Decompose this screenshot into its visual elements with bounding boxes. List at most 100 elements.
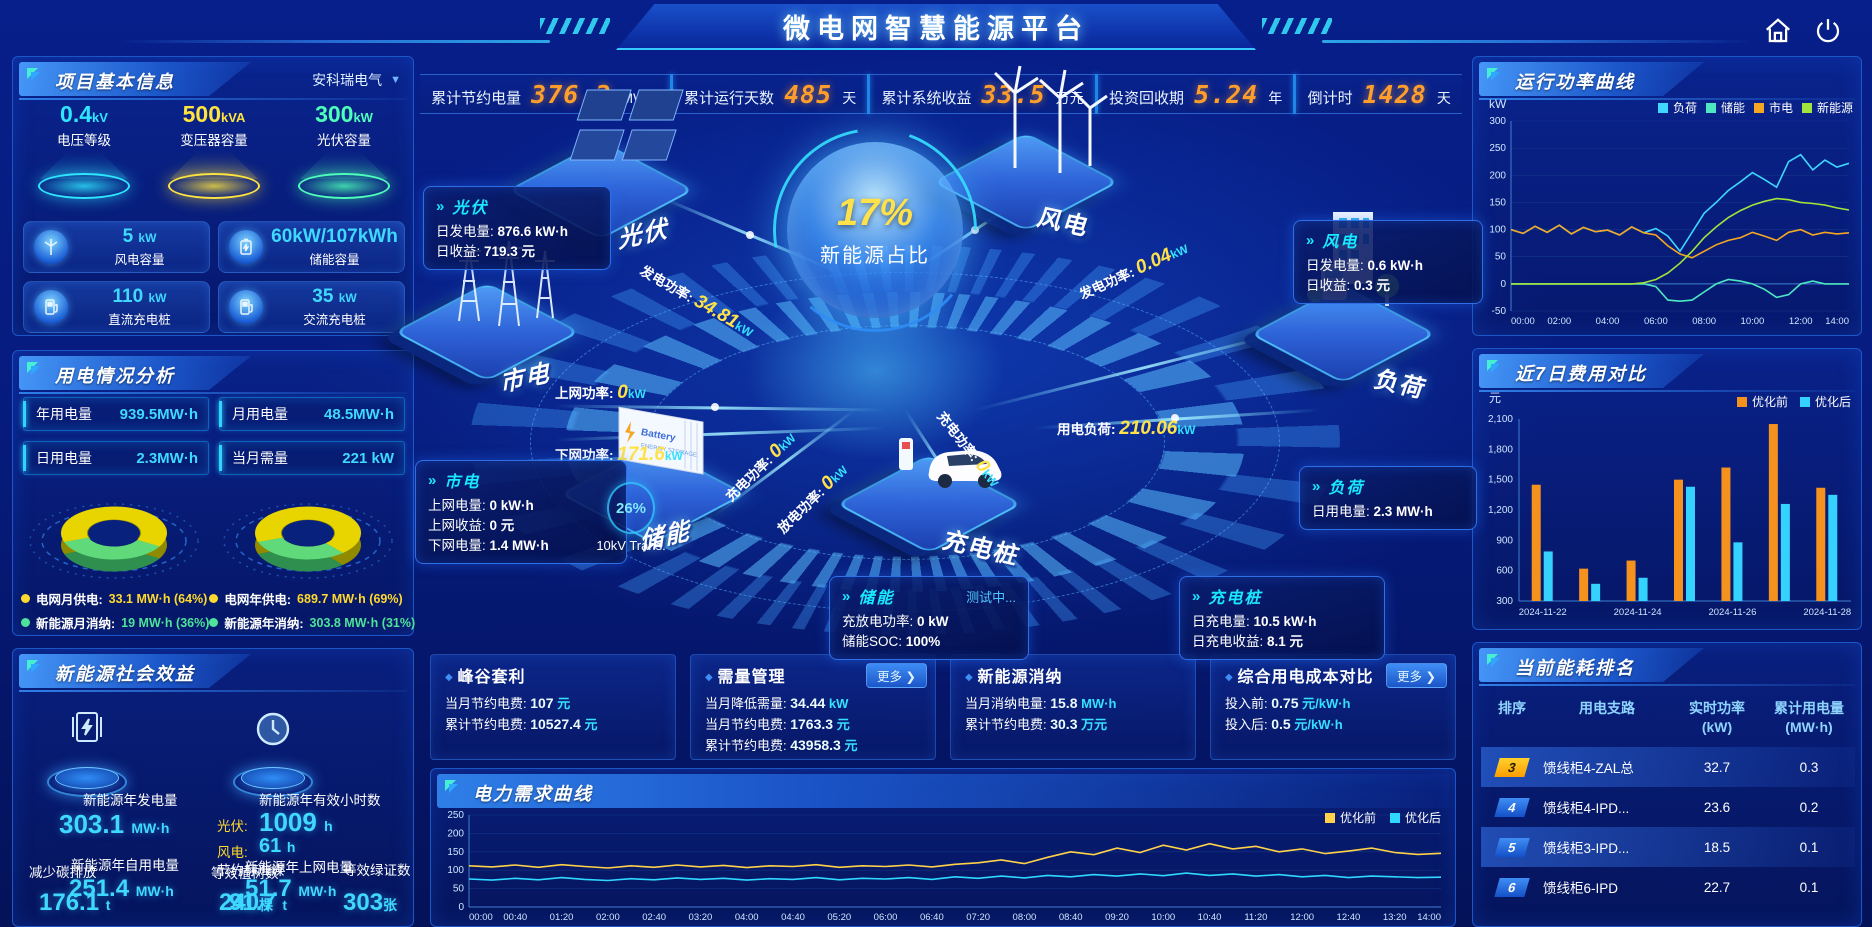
metric-row-item: 当月节约电费: 1763.3 元 bbox=[705, 716, 850, 732]
usage-stat-value: 2.3MW·h bbox=[136, 449, 198, 467]
stat-separator bbox=[1293, 74, 1297, 114]
usage-stat-box: 年用电量 939.5MW·h bbox=[23, 397, 209, 431]
panel-corner-icon bbox=[1487, 68, 1507, 88]
legend-swatch bbox=[1324, 812, 1335, 823]
info-box-row: 储能SOC: 100% bbox=[842, 634, 941, 649]
power-icon[interactable] bbox=[1812, 16, 1844, 46]
usage-stat-box: 当月需量 221 kW bbox=[219, 441, 405, 475]
more-button[interactable]: 更多 ❯ bbox=[866, 663, 927, 688]
energy-cell: 0.2 bbox=[1799, 799, 1819, 815]
legend-value: 19 MW·h (36%) bbox=[121, 615, 210, 630]
new-energy-ratio-value: 17% bbox=[836, 192, 914, 234]
ranking-header-cell: 实时功率 (kW) bbox=[1689, 700, 1745, 735]
table-row[interactable]: 3 馈线柜4-ZAL总 32.7 0.3 bbox=[1481, 747, 1855, 787]
self-use-value: 251.4 MW·h bbox=[69, 875, 174, 902]
wind-turbines-icon bbox=[993, 65, 1108, 173]
svg-text:14:00: 14:00 bbox=[1417, 912, 1441, 923]
svg-text:300: 300 bbox=[1496, 596, 1513, 607]
ev-charger-icon bbox=[899, 438, 1002, 488]
pv-hours-label: 光伏: bbox=[217, 819, 248, 834]
usage-stat-box: 日用电量 2.3MW·h bbox=[23, 441, 209, 475]
ranking-table: 排序 用电支路 实时功率 (kW) 累计用电量 (MW·h) 3 馈线柜4-ZAL总 32.… bbox=[1481, 691, 1855, 907]
podium-light-cone bbox=[170, 151, 258, 179]
info-box-row: 日发电量: 0.6 kW·h bbox=[1306, 258, 1424, 273]
svg-text:11:20: 11:20 bbox=[1244, 912, 1267, 923]
chevron-right-icon: » bbox=[842, 587, 851, 605]
capacity-card: 5 kW 风电容量 bbox=[23, 221, 210, 273]
svg-text:200: 200 bbox=[1489, 170, 1506, 181]
podium-value: 500kVA bbox=[182, 101, 246, 127]
wind-island: 风电 bbox=[932, 65, 1120, 248]
rank-badge: 5 bbox=[1494, 837, 1530, 857]
info-box-row: 下网电量: 1.4 MW·h bbox=[428, 538, 549, 553]
info-box-row: 上网电量: 0 kW·h bbox=[428, 498, 534, 513]
panel-power-title: 运行功率曲线 bbox=[1515, 72, 1635, 92]
wind-turbine-icon bbox=[34, 230, 68, 264]
panel-usage-title: 用电情况分析 bbox=[55, 366, 175, 386]
capacity-card: 110 kW 直流充电桩 bbox=[23, 281, 210, 333]
svg-text:250: 250 bbox=[447, 810, 464, 821]
power-chart-ylabel: kW bbox=[1489, 97, 1507, 111]
svg-text:00:40: 00:40 bbox=[503, 912, 527, 923]
more-button[interactable]: 更多 ❯ bbox=[1386, 663, 1447, 688]
panel-underline bbox=[1479, 684, 1855, 686]
battery-lightning-icon bbox=[63, 705, 111, 753]
panel-ribbon bbox=[437, 774, 1449, 808]
podium-glow-ring bbox=[298, 173, 390, 199]
cert-label: 等效绿证数 bbox=[343, 863, 411, 878]
hours-label: 新能源年有效小时数 bbox=[259, 793, 381, 808]
metric-row-item: 当月降低需量: 34.44 kW bbox=[705, 695, 849, 711]
panel-project-title: 项目基本信息 bbox=[55, 72, 175, 92]
metric-panel-title: 综合用电成本对比 bbox=[1225, 663, 1441, 687]
svg-text:12:00: 12:00 bbox=[1789, 316, 1813, 327]
panel-ribbon bbox=[1479, 648, 1704, 682]
usage-legend: 电网月供电: 33.1 MW·h (64%) 电网年供电: 689.7 MW·h … bbox=[21, 589, 415, 632]
energy-cell: 0.3 bbox=[1799, 759, 1819, 775]
metric-row-item: 投入前: 0.75 元/kW·h bbox=[1225, 695, 1351, 711]
panel-cost-title: 近7日费用对比 bbox=[1515, 364, 1648, 384]
to-grid-power-label: 上网功率: 0kW bbox=[555, 382, 646, 403]
clock-icon bbox=[249, 705, 297, 753]
branch-cell: 馈线柜6-IPD bbox=[1543, 881, 1619, 896]
podium-glow-ring bbox=[168, 173, 260, 199]
legend-item: 新能源 bbox=[1801, 99, 1853, 116]
capacity-card-label: 储能容量 bbox=[309, 253, 360, 267]
rank-cell: 3 bbox=[1481, 757, 1543, 777]
table-row[interactable]: 5 馈线柜3-IPD... 18.5 0.1 bbox=[1481, 827, 1855, 867]
co2-value: 176.1 t bbox=[39, 889, 111, 916]
capacity-podiums: 0.4kV 电压等级 500kVA 变压器容量 300kW 光伏容量 bbox=[19, 101, 409, 217]
podium-label: 电压等级 bbox=[57, 133, 111, 148]
legend-swatch bbox=[1801, 102, 1812, 113]
metric-row-item: 累计节约电费: 43958.3 元 bbox=[705, 737, 858, 753]
home-icon[interactable] bbox=[1762, 16, 1794, 46]
top-stat-item: 倒计时 1428 天 bbox=[1296, 80, 1462, 109]
header-line-right bbox=[1322, 40, 1752, 43]
usage-legend-item: 新能源年消纳: 303.8 MW·h (31%) bbox=[209, 613, 415, 632]
svg-text:08:40: 08:40 bbox=[1059, 912, 1083, 923]
table-row[interactable]: 6 馈线柜6-IPD 22.7 0.1 bbox=[1481, 867, 1855, 907]
svg-text:02:40: 02:40 bbox=[642, 912, 666, 923]
rank-badge: 3 bbox=[1494, 757, 1530, 777]
svg-text:2024-11-28: 2024-11-28 bbox=[1803, 607, 1851, 618]
company-select[interactable]: 安科瑞电气 ▼ bbox=[312, 70, 401, 90]
ranking-header-cell: 累计用电量 (MW·h) bbox=[1774, 700, 1844, 735]
legend-name: 优化后 bbox=[1814, 395, 1851, 409]
info-box-row: 日用电量: 2.3 MW·h bbox=[1312, 504, 1433, 519]
capacity-card-text: 35 kW 交流充电桩 bbox=[271, 286, 398, 328]
transformer-load-pct: 26% bbox=[607, 482, 655, 534]
svg-text:14:00: 14:00 bbox=[1825, 316, 1849, 327]
capacity-card-label: 交流充电桩 bbox=[303, 313, 366, 327]
panel-power-curve: 运行功率曲线 kW 负荷 储能 市电 新能源 300 250 200 150 100 50 0 -5… bbox=[1472, 56, 1862, 336]
legend-name: 优化前 bbox=[1751, 395, 1788, 409]
info-box-row: 日充电收益: 8.1 元 bbox=[1192, 634, 1304, 649]
transformer-label: 10kV Trans. bbox=[596, 538, 666, 553]
usage-stat-value: 48.5MW·h bbox=[323, 405, 394, 423]
top-stat-unit: 天 bbox=[842, 89, 857, 106]
usage-stat-boxes: 年用电量 939.5MW·h 月用电量 48.5MW·h 日用电量 2.3MW·h 当月需量… bbox=[23, 397, 405, 475]
svg-text:08:00: 08:00 bbox=[1692, 316, 1716, 327]
rank-cell: 4 bbox=[1481, 797, 1543, 817]
table-row[interactable]: 4 馈线柜4-IPD... 23.6 0.2 bbox=[1481, 787, 1855, 827]
energy-flow-stage: 光伏 风电 市电 bbox=[393, 65, 1483, 670]
top-stat-unit: 天 bbox=[1436, 89, 1451, 106]
grid-island: 市电 bbox=[393, 240, 581, 398]
